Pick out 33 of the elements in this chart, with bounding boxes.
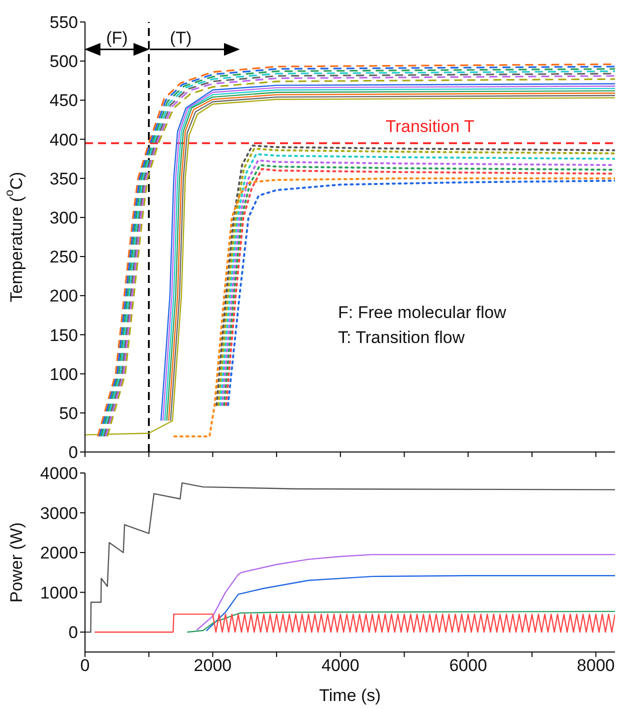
y-tick-label: 4000 [40, 464, 78, 484]
annotation: F: Free molecular flow [338, 302, 506, 324]
ref-line-label: Transition T [386, 117, 474, 136]
y-tick-label: 200 [50, 286, 78, 306]
y-tick-label: 0 [68, 443, 78, 462]
y-tick-label: 0 [68, 623, 78, 642]
y-tick-label: 1000 [40, 583, 78, 602]
y-tick-label: 300 [50, 208, 78, 228]
annotation: (F) [106, 28, 128, 48]
y-tick-label: 250 [50, 248, 78, 267]
y-tick-label: 400 [50, 130, 78, 150]
y-axis-title: Power (W) [6, 522, 26, 603]
y-tick-label: 100 [50, 364, 78, 384]
x-tick-label: 4000 [322, 656, 360, 676]
y-tick-label: 500 [50, 52, 78, 72]
line-series [85, 482, 615, 633]
line-series [196, 554, 615, 631]
y-tick-label: 150 [50, 326, 78, 345]
x-tick-label: 2000 [194, 656, 232, 676]
line-series [173, 177, 615, 438]
y-tick-label: 450 [50, 91, 78, 110]
y-tick-label: 50 [59, 404, 78, 423]
line-series [206, 575, 615, 632]
x-tick-label: 6000 [449, 656, 488, 676]
annotation: (T) [170, 28, 192, 48]
y-tick-label: 2000 [40, 544, 78, 563]
y-tick-label: 3000 [40, 504, 78, 523]
x-axis-title: Time (s) [319, 686, 381, 705]
line-series [186, 610, 615, 633]
y-tick-label: 350 [50, 169, 78, 188]
x-tick-label: 8000 [576, 656, 615, 676]
annotation: T: Transition flow [338, 327, 466, 349]
y-tick-label: 550 [50, 13, 78, 32]
